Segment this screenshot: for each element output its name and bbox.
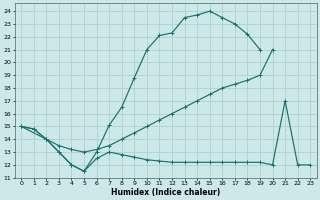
X-axis label: Humidex (Indice chaleur): Humidex (Indice chaleur): [111, 188, 220, 197]
